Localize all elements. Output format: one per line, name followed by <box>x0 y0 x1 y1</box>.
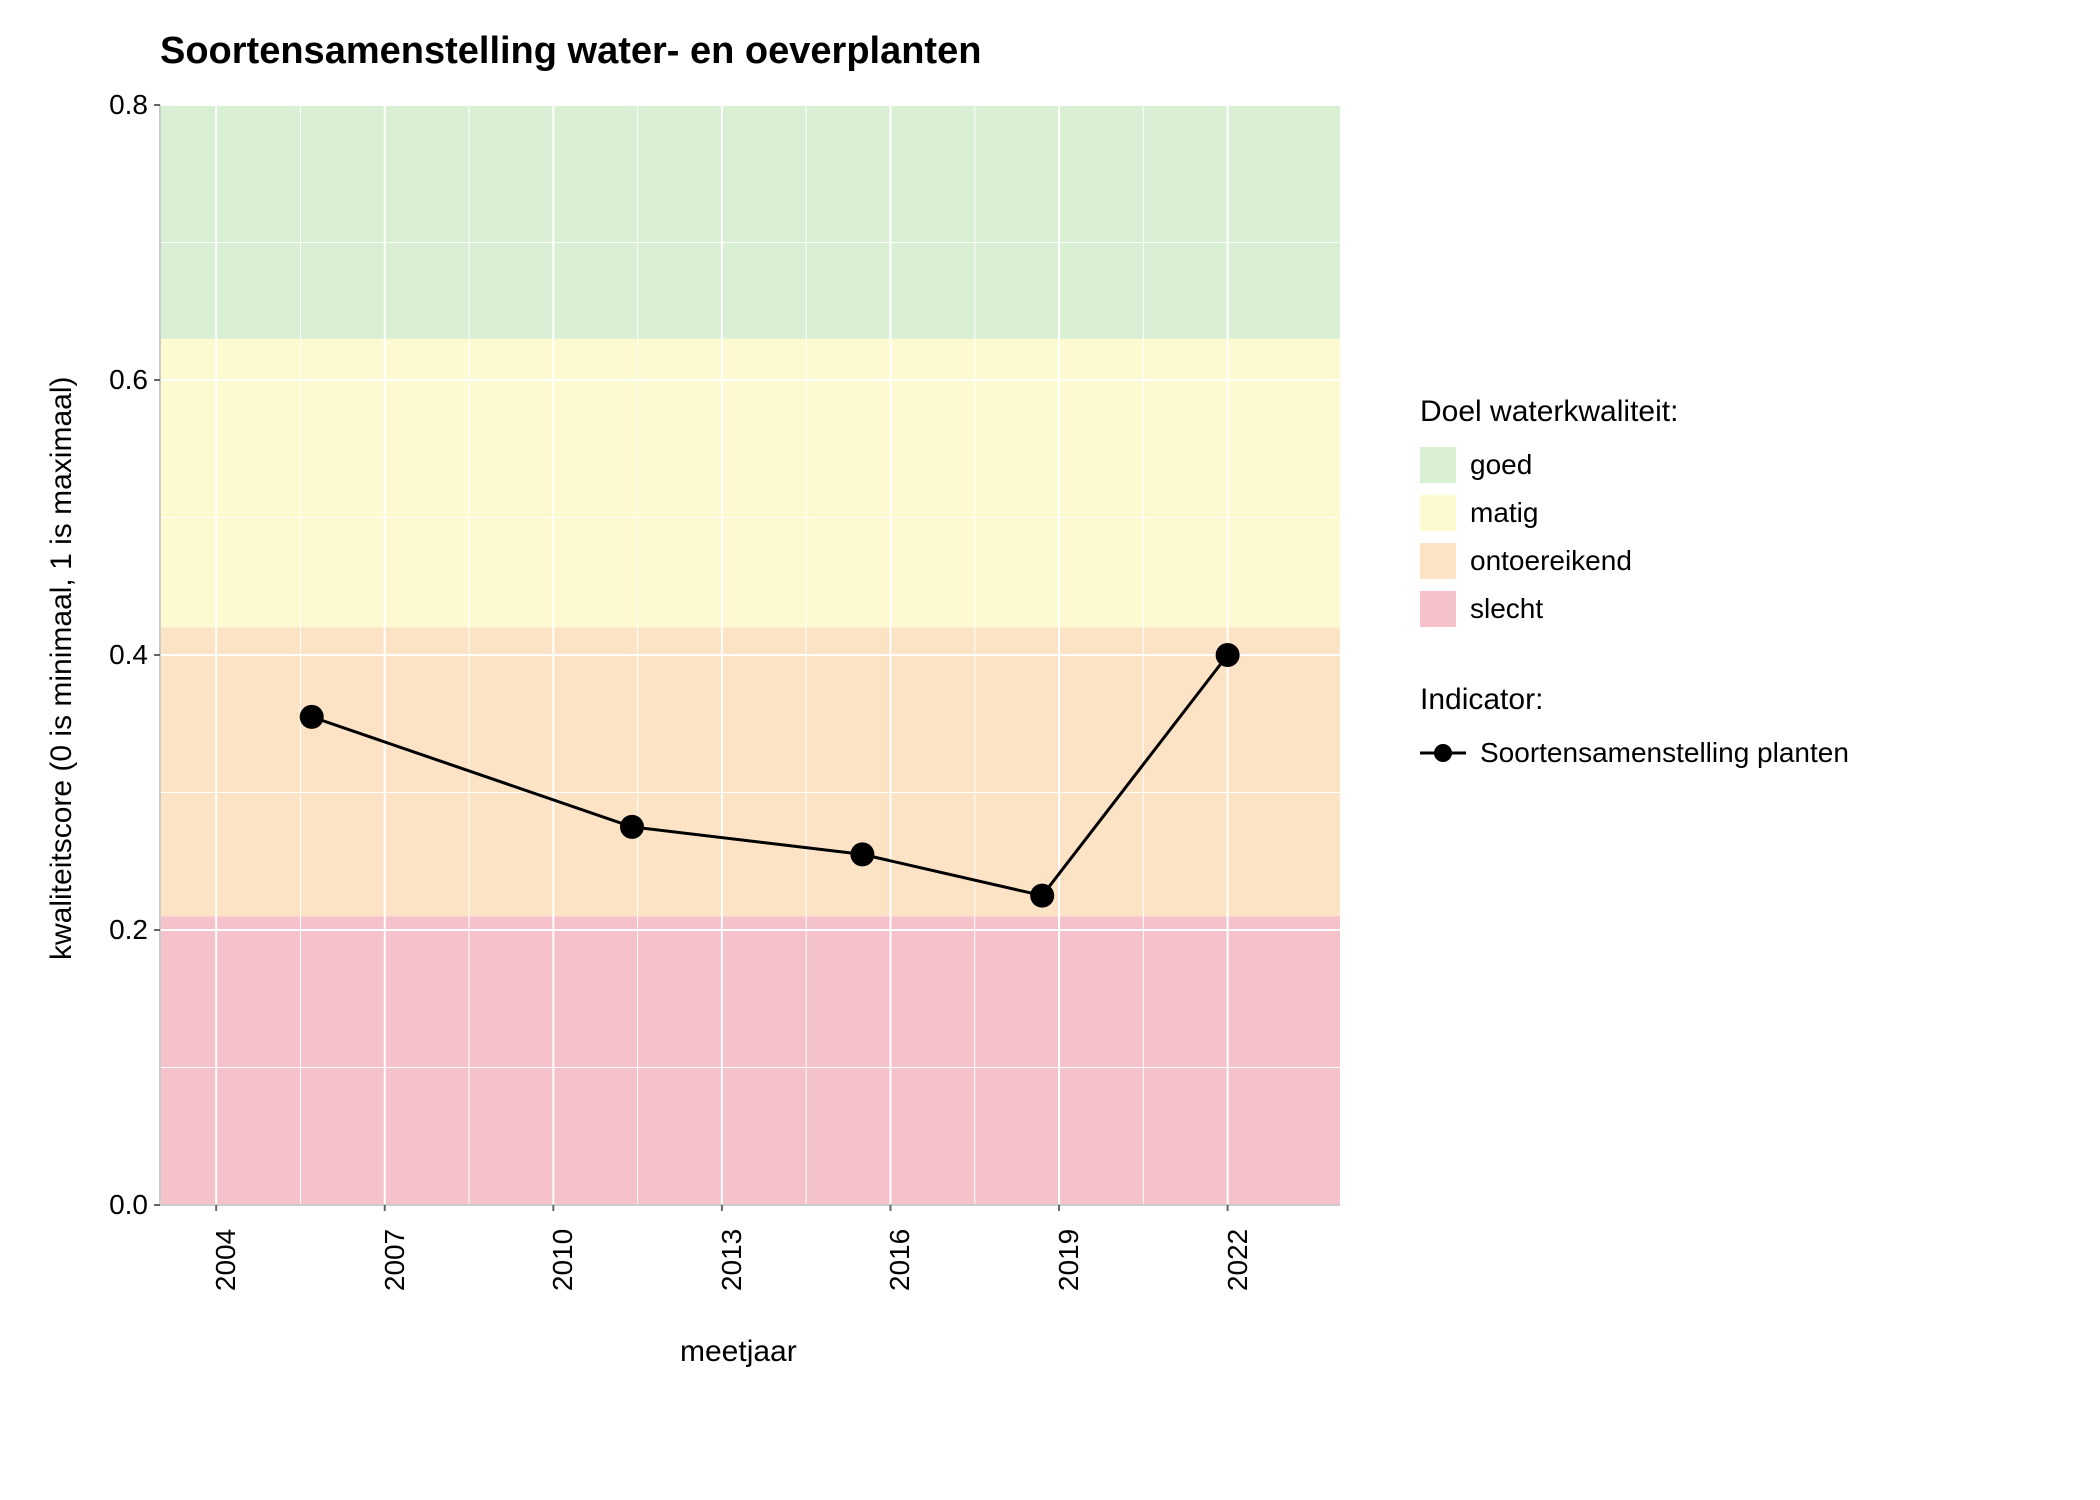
legend-label: Soortensamenstelling planten <box>1480 737 1849 769</box>
y-tick-label: 0.8 <box>109 89 148 121</box>
legend-item: slecht <box>1420 591 1849 627</box>
y-tick-label: 0.4 <box>109 639 148 671</box>
plot-area <box>160 105 1340 1205</box>
data-point <box>620 815 644 839</box>
data-point <box>1030 884 1054 908</box>
y-tick-label: 0.2 <box>109 914 148 946</box>
y-tick-label: 0.0 <box>109 1189 148 1221</box>
data-point <box>850 842 874 866</box>
quality-band <box>160 628 1340 917</box>
legend-swatch <box>1420 543 1456 579</box>
legend-fill-title: Doel waterkwaliteit: <box>1420 395 1849 429</box>
data-point <box>300 705 324 729</box>
legend-item: matig <box>1420 495 1849 531</box>
legend-label: matig <box>1470 497 1538 529</box>
legend-label: goed <box>1470 449 1532 481</box>
data-point <box>1216 643 1240 667</box>
chart-title: Soortensamenstelling water- en oeverplan… <box>160 30 981 73</box>
y-axis-label: kwaliteitscore (0 is minimaal, 1 is maxi… <box>45 377 79 960</box>
x-axis-label: meetjaar <box>680 1335 797 1369</box>
legend: Doel waterkwaliteit: goed matig ontoereiken… <box>1420 395 1849 779</box>
legend-item: Soortensamenstelling planten <box>1420 735 1849 771</box>
legend-swatch <box>1420 591 1456 627</box>
legend-swatch <box>1420 495 1456 531</box>
legend-item: ontoereikend <box>1420 543 1849 579</box>
legend-series-title: Indicator: <box>1420 683 1849 717</box>
legend-label: ontoereikend <box>1470 545 1632 577</box>
legend-item: goed <box>1420 447 1849 483</box>
quality-band <box>160 916 1340 1205</box>
y-tick-label: 0.6 <box>109 364 148 396</box>
legend-line-swatch <box>1420 735 1466 771</box>
legend-swatch <box>1420 447 1456 483</box>
chart-container: Soortensamenstelling water- en oeverplan… <box>0 0 2100 1500</box>
quality-band <box>160 339 1340 628</box>
legend-label: slecht <box>1470 593 1543 625</box>
quality-band <box>160 105 1340 339</box>
